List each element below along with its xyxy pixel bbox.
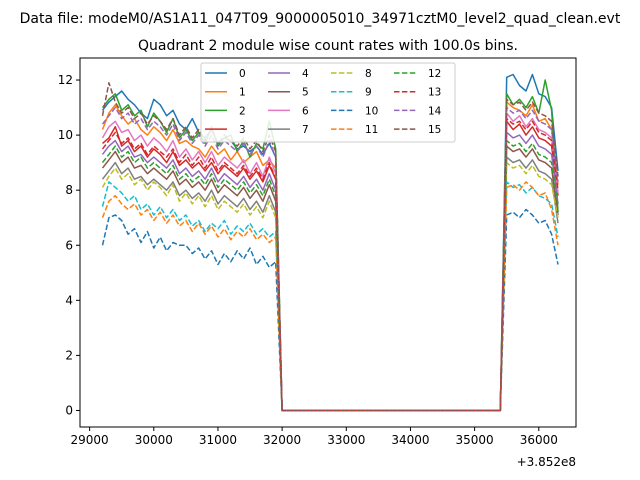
y-tick-label: 4 — [65, 293, 73, 307]
legend-label-15: 15 — [428, 124, 441, 136]
legend-label-5: 5 — [302, 87, 309, 99]
x-tick-label: 35000 — [456, 433, 494, 447]
y-axis-ticks: 0 2 4 6 8 10 12 — [58, 73, 80, 417]
x-offset-label: +3.852e8 — [517, 455, 576, 469]
legend-label-13: 13 — [428, 87, 441, 99]
series-line-10 — [101, 208, 559, 412]
legend-label-12: 12 — [428, 68, 441, 80]
legend-label-10: 10 — [365, 105, 378, 117]
series-line-6 — [101, 112, 559, 412]
axes-frame — [79, 57, 577, 428]
legend-label-7: 7 — [302, 124, 309, 136]
x-tick-label: 36000 — [520, 433, 558, 447]
series-layer — [101, 73, 559, 412]
y-tick-label: 2 — [65, 348, 73, 362]
y-tick-label: 10 — [58, 128, 73, 142]
y-tick-label: 0 — [65, 403, 73, 417]
series-line-12 — [101, 139, 559, 412]
legend-label-11: 11 — [365, 124, 378, 136]
y-tick-label: 6 — [65, 238, 73, 252]
x-tick-label: 34000 — [391, 433, 429, 447]
series-line-3 — [102, 120, 559, 412]
series-line-8 — [101, 161, 559, 412]
legend-label-1: 1 — [239, 87, 246, 99]
x-tick-label: 30000 — [135, 433, 173, 447]
y-tick-label: 12 — [58, 73, 73, 87]
series-line-13 — [101, 117, 559, 412]
figure-suptitle: Data file: modeM0/AS1A11_047T09_90000050… — [20, 11, 621, 27]
series-line-5 — [101, 145, 559, 412]
legend-frame — [200, 62, 456, 143]
legend-label-14: 14 — [428, 105, 442, 117]
series-line-4 — [101, 131, 559, 412]
series-line-9 — [101, 181, 559, 412]
series-line-0 — [101, 73, 559, 412]
x-tick-label: 33000 — [327, 433, 365, 447]
series-line-7 — [101, 156, 559, 412]
series-line-15 — [101, 82, 559, 412]
series-line-14 — [101, 106, 559, 412]
legend-label-3: 3 — [239, 124, 246, 136]
legend-label-4: 4 — [302, 68, 309, 80]
legend-label-0: 0 — [239, 68, 246, 80]
x-axis-ticks: 29000 30000 31000 32000 33000 34000 35000 36000 — [71, 427, 558, 447]
x-tick-label: 32000 — [263, 433, 301, 447]
chart-title: Quadrant 2 module wise count rates with … — [138, 38, 518, 54]
series-line-11 — [101, 181, 559, 412]
legend-label-6: 6 — [302, 105, 309, 117]
legend-label-9: 9 — [365, 87, 372, 99]
legend-label-2: 2 — [239, 105, 246, 117]
x-tick-label: 31000 — [199, 433, 237, 447]
x-tick-label: 29000 — [71, 433, 109, 447]
y-tick-label: 8 — [65, 183, 73, 197]
legend-label-8: 8 — [365, 68, 372, 80]
